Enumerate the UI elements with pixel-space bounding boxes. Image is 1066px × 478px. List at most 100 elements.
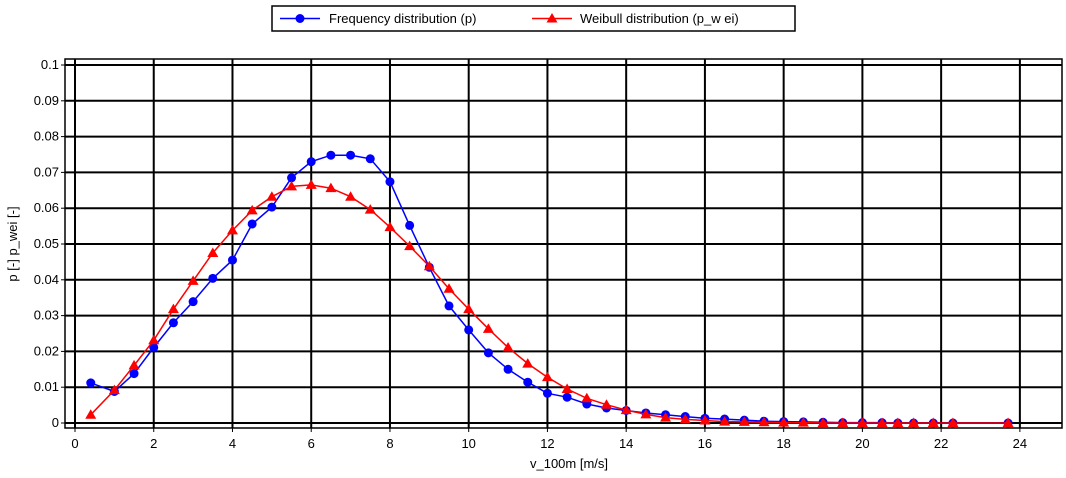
data-point bbox=[267, 202, 277, 212]
series-line bbox=[90, 184, 1009, 424]
data-point bbox=[129, 369, 139, 379]
data-point bbox=[208, 273, 218, 283]
data-point bbox=[699, 414, 711, 425]
data-point bbox=[892, 417, 904, 427]
data-point bbox=[246, 204, 258, 215]
data-point bbox=[86, 378, 96, 388]
data-point bbox=[856, 417, 868, 427]
data-point bbox=[226, 224, 238, 235]
data-point bbox=[541, 371, 553, 382]
data-point bbox=[620, 404, 632, 415]
y-tick-label: 0.06 bbox=[34, 200, 59, 215]
y-tick-label: 0.09 bbox=[34, 93, 59, 108]
data-point bbox=[227, 255, 237, 265]
data-point bbox=[876, 417, 888, 427]
data-point bbox=[464, 325, 474, 335]
data-point bbox=[365, 154, 375, 164]
data-point bbox=[128, 359, 140, 370]
data-point bbox=[306, 157, 316, 167]
y-tick-label: 0 bbox=[52, 415, 59, 430]
data-point bbox=[149, 342, 159, 352]
data-point bbox=[483, 348, 493, 358]
x-axis: 0 2 4 6 8 10 12 14 16 18 20 22 24 bbox=[71, 428, 1027, 451]
data-point bbox=[167, 303, 179, 314]
y-tick-label: 0.07 bbox=[34, 164, 59, 179]
legend-entry-frequency: Frequency distribution (p) bbox=[280, 11, 476, 26]
data-point bbox=[502, 341, 514, 352]
data-point bbox=[778, 417, 790, 427]
x-tick-label: 14 bbox=[619, 436, 633, 451]
x-tick-label: 16 bbox=[698, 436, 712, 451]
y-tick-label: 0.01 bbox=[34, 379, 59, 394]
data-point bbox=[287, 173, 297, 183]
data-point bbox=[168, 318, 178, 328]
x-tick-label: 0 bbox=[71, 436, 78, 451]
data-point bbox=[108, 384, 120, 395]
legend-label: Weibull distribution (p_w ei) bbox=[580, 11, 739, 26]
x-tick-label: 4 bbox=[229, 436, 236, 451]
data-point bbox=[364, 204, 376, 214]
data-point bbox=[384, 221, 396, 232]
legend-label: Frequency distribution (p) bbox=[329, 11, 476, 26]
data-point bbox=[679, 413, 691, 424]
data-point bbox=[738, 416, 750, 426]
x-tick-label: 6 bbox=[308, 436, 315, 451]
legend-marker-triangle bbox=[546, 13, 558, 23]
data-point bbox=[503, 364, 513, 374]
x-tick-label: 24 bbox=[1013, 436, 1027, 451]
x-tick-label: 2 bbox=[150, 436, 157, 451]
x-tick-label: 18 bbox=[776, 436, 790, 451]
data-point bbox=[542, 388, 552, 398]
data-point bbox=[600, 399, 612, 409]
data-point bbox=[562, 392, 572, 402]
data-point bbox=[385, 177, 395, 187]
legend-marker-circle bbox=[295, 14, 305, 23]
data-point bbox=[423, 260, 435, 271]
y-tick-label: 0.04 bbox=[34, 272, 59, 287]
data-point bbox=[581, 392, 593, 403]
data-point bbox=[908, 417, 920, 427]
data-point bbox=[188, 297, 198, 307]
data-point bbox=[719, 416, 731, 426]
data-point bbox=[444, 301, 454, 311]
series-weibull bbox=[85, 179, 1014, 427]
data-point bbox=[85, 409, 97, 419]
x-tick-label: 22 bbox=[934, 436, 948, 451]
data-point bbox=[927, 417, 939, 427]
data-point bbox=[463, 303, 475, 314]
y-tick-label: 0.02 bbox=[34, 343, 59, 358]
data-point bbox=[758, 416, 770, 427]
series-layer bbox=[85, 150, 1014, 428]
data-point bbox=[326, 150, 336, 160]
x-tick-label: 12 bbox=[540, 436, 554, 451]
data-point bbox=[404, 240, 416, 251]
data-point bbox=[187, 275, 199, 285]
data-point bbox=[482, 323, 494, 333]
y-tick-label: 0.03 bbox=[34, 308, 59, 323]
data-point bbox=[443, 283, 455, 293]
data-point bbox=[817, 417, 829, 427]
data-point bbox=[346, 150, 356, 160]
x-axis-label: v_100m [m/s] bbox=[530, 456, 608, 471]
data-point bbox=[148, 334, 160, 345]
x-tick-label: 20 bbox=[855, 436, 869, 451]
data-point bbox=[837, 417, 849, 427]
data-point bbox=[325, 182, 337, 193]
data-point bbox=[561, 383, 573, 393]
y-tick-label: 0.1 bbox=[41, 57, 59, 72]
data-point bbox=[522, 358, 534, 368]
data-point bbox=[523, 377, 533, 387]
x-tick-label: 10 bbox=[461, 436, 475, 451]
data-point bbox=[207, 247, 219, 257]
legend: Frequency distribution (p) Weibull distri… bbox=[271, 5, 796, 32]
y-tick-label: 0.05 bbox=[34, 236, 59, 251]
y-axis-label: p [-] p_wei [-] bbox=[5, 206, 20, 281]
legend-entry-weibull: Weibull distribution (p_w ei) bbox=[532, 11, 739, 26]
data-point bbox=[640, 408, 652, 419]
data-point bbox=[305, 179, 317, 189]
y-axis: 0 0.01 0.02 0.03 0.04 0.05 0.06 0.07 0.08 0.09 0.1 bbox=[34, 57, 65, 430]
data-point bbox=[1002, 417, 1014, 427]
data-point bbox=[247, 219, 257, 229]
data-point bbox=[286, 180, 298, 191]
